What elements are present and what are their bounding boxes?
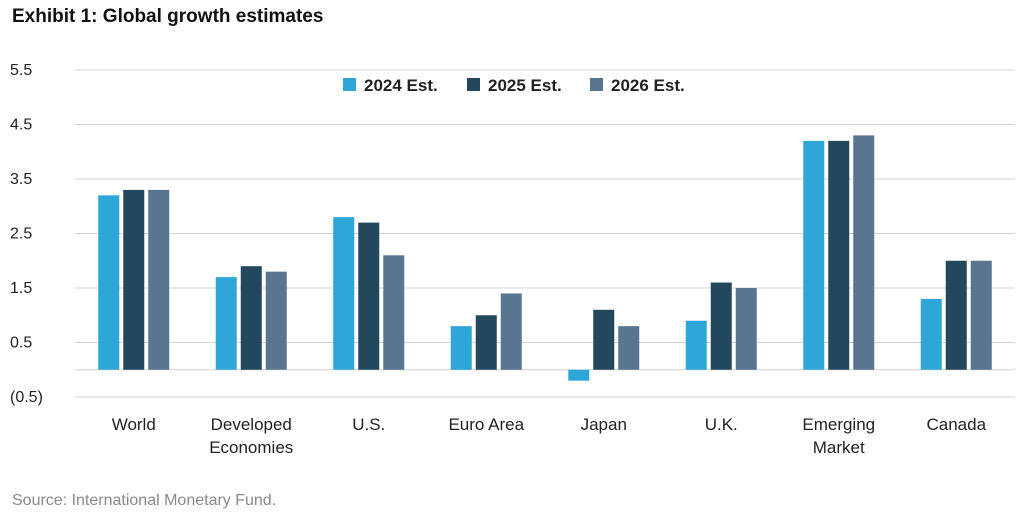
y-tick-label: 1.5: [10, 280, 32, 297]
legend-label: 2025 Est.: [488, 76, 562, 95]
x-category-label: Canada: [926, 415, 986, 434]
x-category-label: Market: [813, 438, 865, 457]
legend-swatch: [467, 78, 480, 91]
bar: [685, 320, 707, 370]
source-note: Source: International Monetary Fund.: [12, 492, 277, 509]
bar: [98, 195, 120, 370]
bar: [828, 140, 850, 370]
bar: [450, 326, 472, 370]
y-tick-label: 3.5: [10, 171, 32, 188]
chart-title: Exhibit 1: Global growth estimates: [12, 6, 324, 27]
bar: [333, 217, 355, 370]
bar: [358, 222, 380, 370]
bar: [618, 326, 640, 370]
x-category-label: Developed: [211, 415, 292, 434]
legend-swatch: [343, 78, 356, 91]
bar: [853, 135, 875, 370]
bar: [710, 282, 732, 370]
bar: [475, 315, 497, 370]
bar: [383, 255, 405, 370]
bar: [265, 271, 287, 370]
x-category-label: U.S.: [352, 415, 385, 434]
bar: [148, 189, 170, 370]
x-category-label: Japan: [581, 415, 627, 434]
y-tick-label: 4.5: [10, 117, 32, 134]
bar: [970, 260, 992, 370]
bar: [123, 189, 145, 370]
y-tick-label: (0.5): [10, 389, 43, 406]
x-category-label: Emerging: [802, 415, 875, 434]
legend-label: 2024 Est.: [364, 76, 438, 95]
y-tick-label: 0.5: [10, 335, 32, 352]
x-category-label: Euro Area: [448, 415, 524, 434]
bar: [920, 298, 942, 370]
bar-chart: 5.5 4.5 3.5 2.5 1.5 0.5 (0.5) World Developed Eco…: [10, 62, 1015, 457]
legend-label: 2026 Est.: [611, 76, 685, 95]
bar: [593, 309, 615, 370]
bar: [240, 266, 262, 370]
legend-swatch: [590, 78, 603, 91]
bar: [568, 369, 590, 381]
x-category-label: World: [112, 415, 156, 434]
bar: [945, 260, 967, 370]
y-tick-label: 2.5: [10, 226, 32, 243]
x-category-label: U.K.: [705, 415, 738, 434]
y-tick-label: 5.5: [10, 62, 32, 79]
bar: [735, 288, 757, 370]
bar: [215, 277, 237, 370]
x-category-label: Economies: [209, 438, 293, 457]
bar: [803, 140, 825, 370]
bar: [500, 293, 522, 370]
